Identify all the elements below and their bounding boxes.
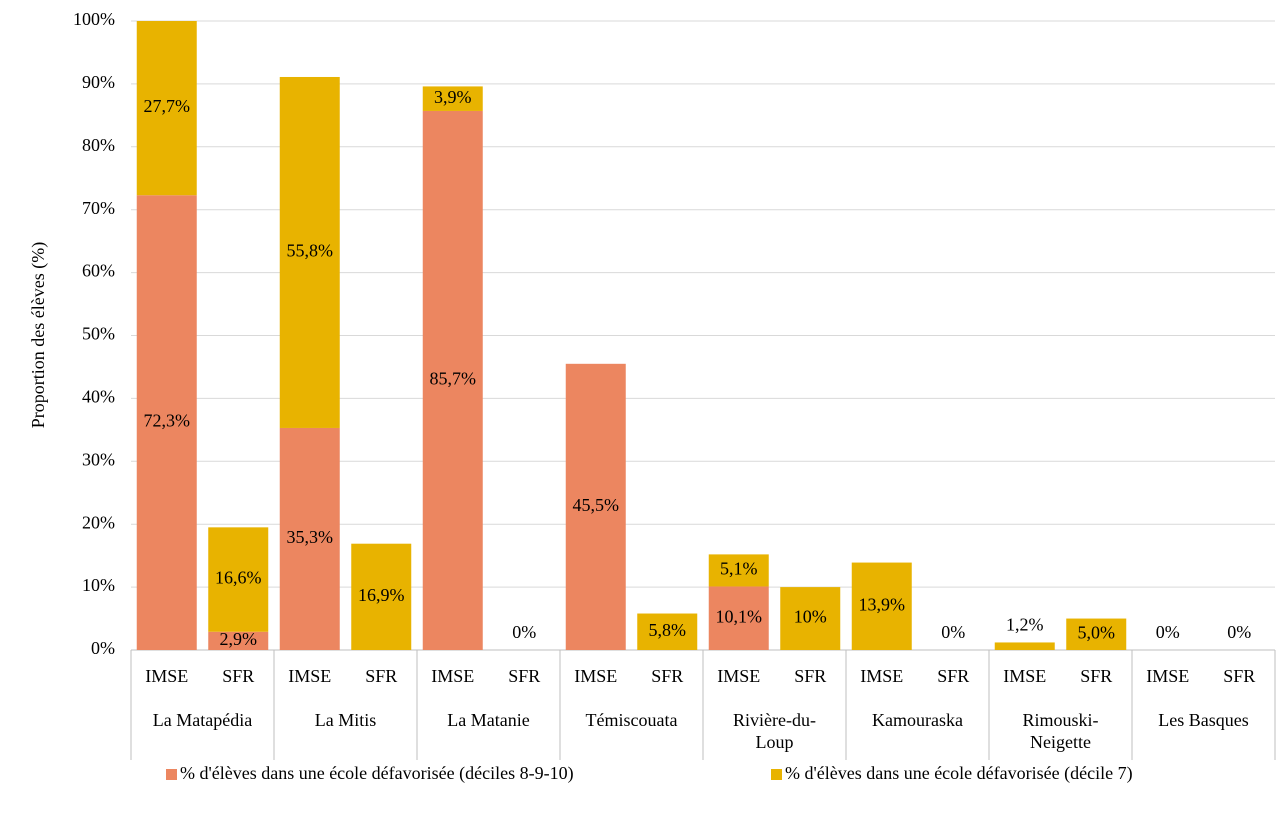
x-tick-label: SFR: [508, 666, 540, 686]
bar-segment: [208, 527, 269, 632]
y-tick-label: 20%: [82, 512, 115, 532]
y-tick-label: 60%: [82, 261, 115, 281]
bar-segment: [708, 554, 769, 587]
group-label: La Mitis: [315, 710, 377, 730]
data-label: 35,3%: [287, 527, 334, 547]
x-tick-label: IMSE: [574, 666, 617, 686]
x-tick-label: SFR: [937, 666, 969, 686]
x-tick-label: IMSE: [1146, 666, 1189, 686]
bar-segment: [708, 586, 769, 650]
data-label: 0%: [1227, 622, 1251, 642]
y-tick-label: 30%: [82, 449, 115, 469]
legend-swatch: [166, 769, 177, 780]
y-tick-label: 0%: [91, 638, 115, 658]
group-label: La Matapédia: [153, 710, 252, 730]
x-tick-label: SFR: [222, 666, 254, 686]
group-label: Témiscouata: [586, 710, 678, 730]
bar-segment: [136, 21, 197, 196]
data-label: 10%: [794, 607, 827, 627]
y-tick-label: 50%: [82, 324, 115, 344]
group-label: La Matanie: [447, 710, 529, 730]
bar-segment: [208, 631, 269, 650]
data-label: 55,8%: [287, 241, 334, 261]
y-tick-label: 70%: [82, 198, 115, 218]
y-axis-title: Proportion des élèves (%): [28, 242, 49, 428]
y-tick-label: 100%: [73, 9, 115, 29]
group-label: Kamouraska: [872, 710, 963, 730]
bar-segment: [1066, 618, 1127, 650]
bar-segment: [279, 76, 340, 428]
legend-swatch: [771, 769, 782, 780]
data-label: 5,8%: [649, 620, 687, 640]
y-tick-label: 90%: [82, 72, 115, 92]
data-label: 16,6%: [215, 568, 262, 588]
data-label: 0%: [941, 622, 965, 642]
x-tick-label: SFR: [794, 666, 826, 686]
x-tick-label: SFR: [1080, 666, 1112, 686]
group-label: Neigette: [1030, 732, 1091, 752]
data-label: 2,9%: [220, 629, 258, 649]
y-tick-label: 40%: [82, 387, 115, 407]
group-label: Rimouski-: [1022, 710, 1098, 730]
data-label: 13,9%: [859, 594, 906, 614]
x-tick-label: SFR: [1223, 666, 1255, 686]
bar-segment: [136, 195, 197, 650]
group-label: Les Basques: [1158, 710, 1248, 730]
x-tick-label: IMSE: [431, 666, 474, 686]
x-tick-label: SFR: [365, 666, 397, 686]
x-tick-label: IMSE: [288, 666, 331, 686]
x-tick-label: IMSE: [860, 666, 903, 686]
bar-segment: [851, 562, 912, 650]
data-label: 0%: [512, 622, 536, 642]
group-label: Loup: [756, 732, 794, 752]
y-tick-label: 80%: [82, 135, 115, 155]
x-tick-label: IMSE: [717, 666, 760, 686]
data-label: 10,1%: [716, 606, 763, 626]
x-tick-label: IMSE: [145, 666, 188, 686]
data-label: 0%: [1156, 622, 1180, 642]
data-label: 1,2%: [1006, 615, 1044, 635]
y-tick-label: 10%: [82, 575, 115, 595]
legend-label: % d'élèves dans une école défavorisée (d…: [785, 763, 1133, 784]
data-label: 72,3%: [144, 411, 191, 431]
data-label: 16,9%: [358, 585, 405, 605]
x-tick-label: IMSE: [1003, 666, 1046, 686]
data-label: 27,7%: [144, 96, 191, 116]
data-label: 5,1%: [720, 559, 758, 579]
bar-segment: [351, 543, 412, 650]
bar-segment: [422, 86, 483, 111]
legend-label: % d'élèves dans une école défavorisée (d…: [180, 763, 574, 784]
data-label: 5,0%: [1078, 622, 1116, 642]
bar-segment: [994, 642, 1055, 650]
bar-segment: [565, 363, 626, 650]
bar-segment: [422, 110, 483, 650]
x-tick-label: SFR: [651, 666, 683, 686]
bar-segment: [780, 587, 841, 650]
bar-segment: [637, 613, 698, 650]
group-label: Rivière-du-: [733, 710, 816, 730]
bar-segment: [279, 427, 340, 650]
data-label: 45,5%: [573, 495, 620, 515]
data-label: 3,9%: [434, 87, 472, 107]
data-label: 85,7%: [430, 369, 477, 389]
